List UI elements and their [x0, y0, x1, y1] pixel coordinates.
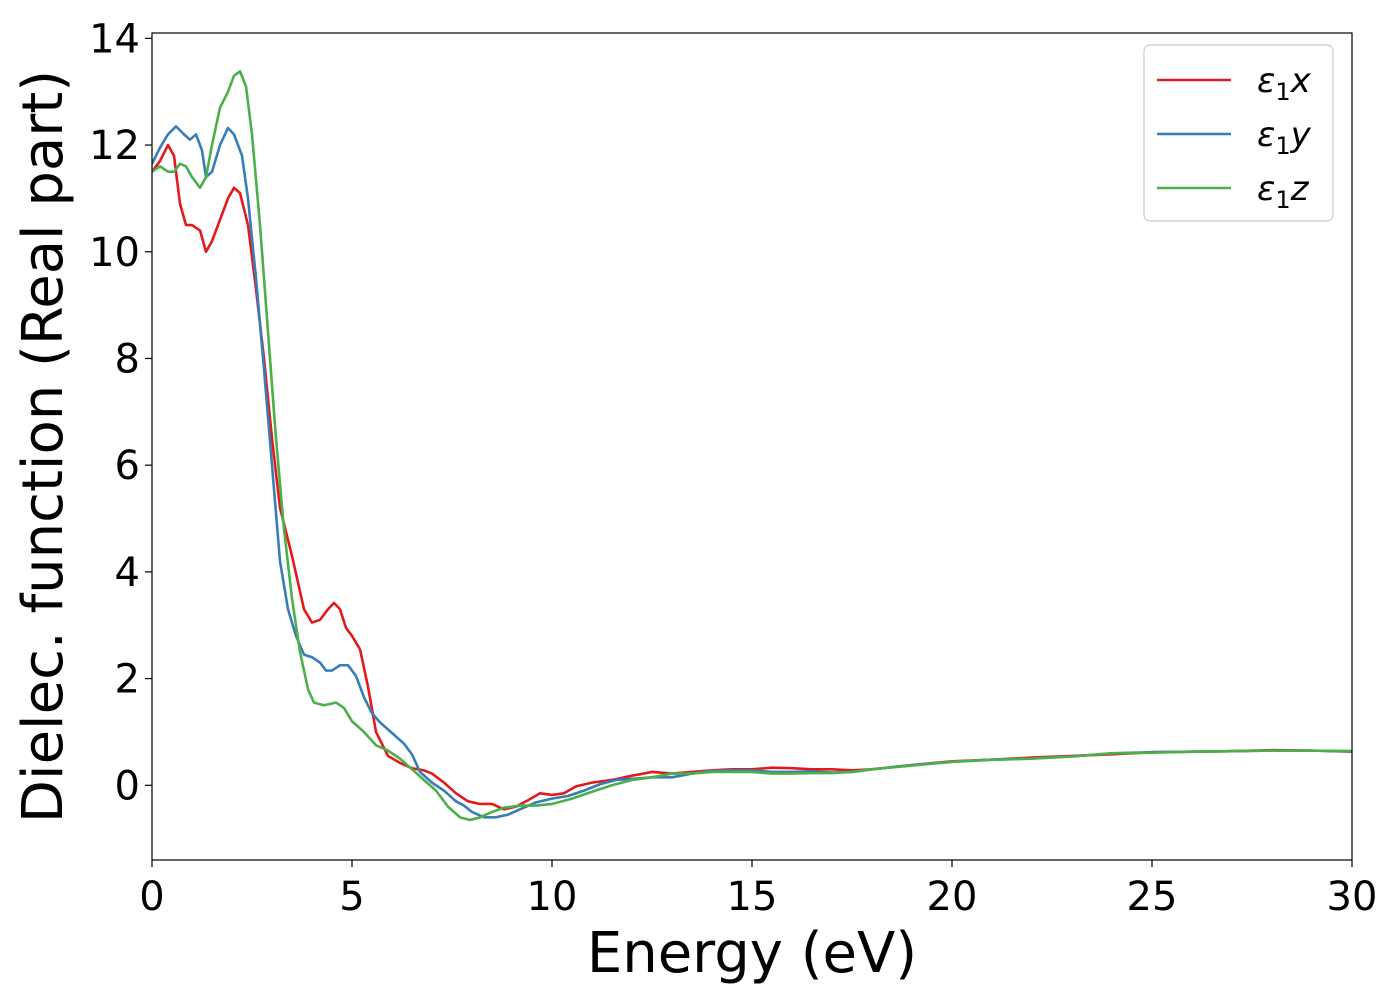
x-tick-label: 10 — [527, 874, 578, 920]
x-tick-label: 5 — [339, 874, 364, 920]
y-tick-label: 2 — [115, 657, 140, 703]
y-tick-label: 6 — [115, 443, 140, 489]
y-tick-label: 0 — [115, 763, 140, 809]
legend: ε1x ε1y ε1z — [1143, 44, 1334, 222]
series-line-z — [152, 70, 1352, 822]
y-axis-label: Dielec. function (Real part) — [11, 70, 76, 823]
x-tick-label: 15 — [727, 874, 778, 920]
legend-label-z: ε1z — [1257, 169, 1310, 214]
x-axis-label: Energy (eV) — [587, 921, 917, 986]
series-lines — [152, 70, 1352, 822]
y-tick-label: 10 — [89, 230, 140, 276]
legend-box — [1143, 44, 1334, 222]
legend-label-x: ε1x — [1257, 61, 1312, 106]
x-axis-ticks: 0 5 10 15 20 25 30 — [139, 860, 1377, 920]
x-tick-label: 30 — [1327, 874, 1378, 920]
legend-label-y: ε1y — [1257, 115, 1312, 160]
y-tick-label: 8 — [115, 336, 140, 382]
y-tick-label: 12 — [89, 123, 140, 169]
x-tick-label: 25 — [1127, 874, 1178, 920]
x-tick-label: 20 — [927, 874, 978, 920]
x-tick-label: 0 — [139, 874, 164, 920]
y-axis-ticks: 0 2 4 6 8 10 12 14 — [89, 16, 152, 809]
y-tick-label: 4 — [115, 550, 140, 596]
y-tick-label: 14 — [89, 16, 140, 62]
